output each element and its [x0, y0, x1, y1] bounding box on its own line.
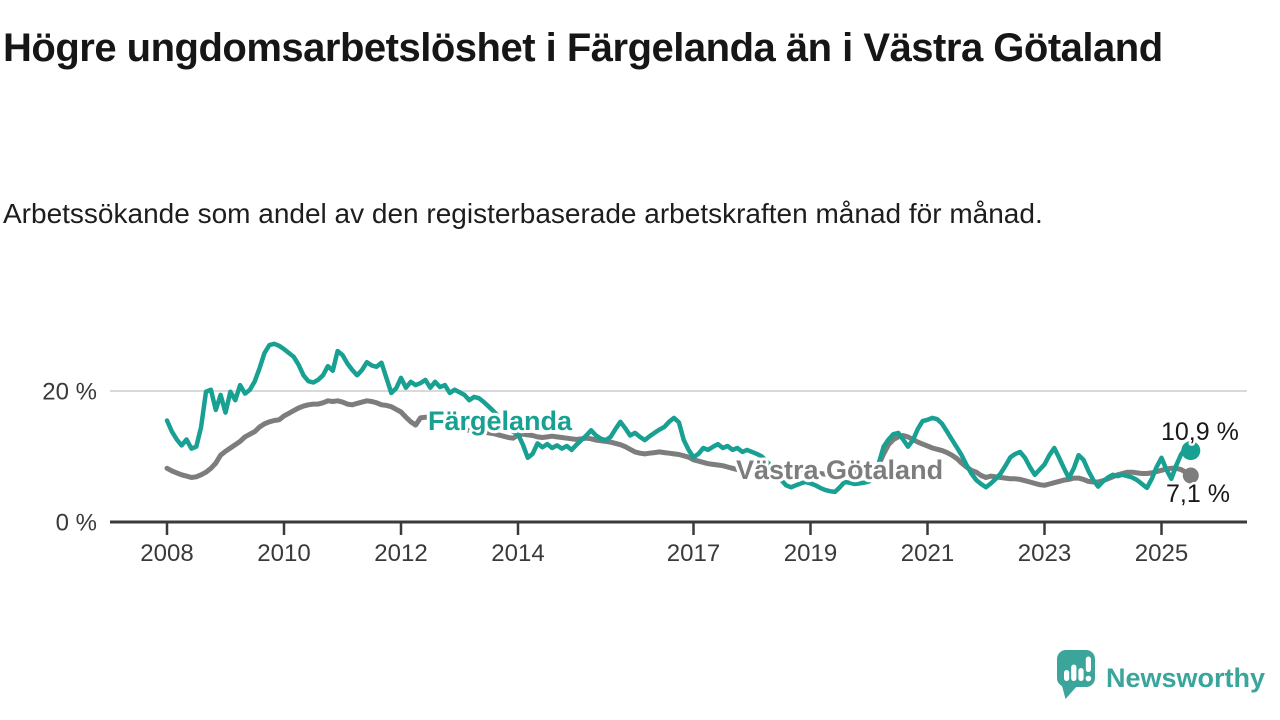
vastra-gotaland-value-label: 7,1 %: [1166, 480, 1230, 508]
x-tick-label: 2012: [374, 540, 427, 567]
y-tick-label: 20 %: [42, 379, 97, 406]
fargelanda-series-label: Färgelanda: [428, 406, 573, 436]
x-tick-label: 2010: [257, 540, 310, 567]
chart-subtitle: Arbetssökande som andel av den registerb…: [3, 198, 1043, 229]
chart-title: Högre ungdomsarbetslöshet i Färgelanda ä…: [3, 26, 1163, 70]
vastra-gotaland-series-label: Västra Götaland: [736, 455, 943, 485]
fargelanda-value-label: 10,9 %: [1161, 418, 1239, 446]
x-tick-label: 2025: [1135, 540, 1188, 567]
x-tick-label: 2019: [784, 540, 837, 567]
x-axis-ticks: [165, 523, 1163, 535]
y-axis-labels: 0 % 20 %: [42, 379, 97, 537]
fargelanda-line: [164, 341, 1194, 495]
x-tick-label: 2008: [140, 540, 193, 567]
x-tick-label: 2014: [491, 540, 544, 567]
newsworthy-wordmark: Newsworthy: [1106, 663, 1265, 693]
fargelanda-end-dot: [1181, 441, 1201, 461]
x-tick-label: 2017: [667, 540, 720, 567]
vastra-gotaland-line: [164, 398, 1194, 488]
x-tick-label: 2021: [901, 540, 954, 567]
x-tick-label: 2023: [1018, 540, 1071, 567]
y-tick-label: 0 %: [56, 510, 97, 537]
vastra-gotaland-end-dot: [1182, 467, 1199, 484]
line-chart: 2008 2010 2012 2014 2017 2019 2021 2023 2025 0 %…: [42, 341, 1247, 567]
newsworthy-logo: Newsworthy: [1057, 650, 1265, 699]
x-axis-labels: 2008 2010 2012 2014 2017 2019 2021 2023 2025: [140, 540, 1188, 567]
newsworthy-logo-icon: [1057, 650, 1095, 699]
